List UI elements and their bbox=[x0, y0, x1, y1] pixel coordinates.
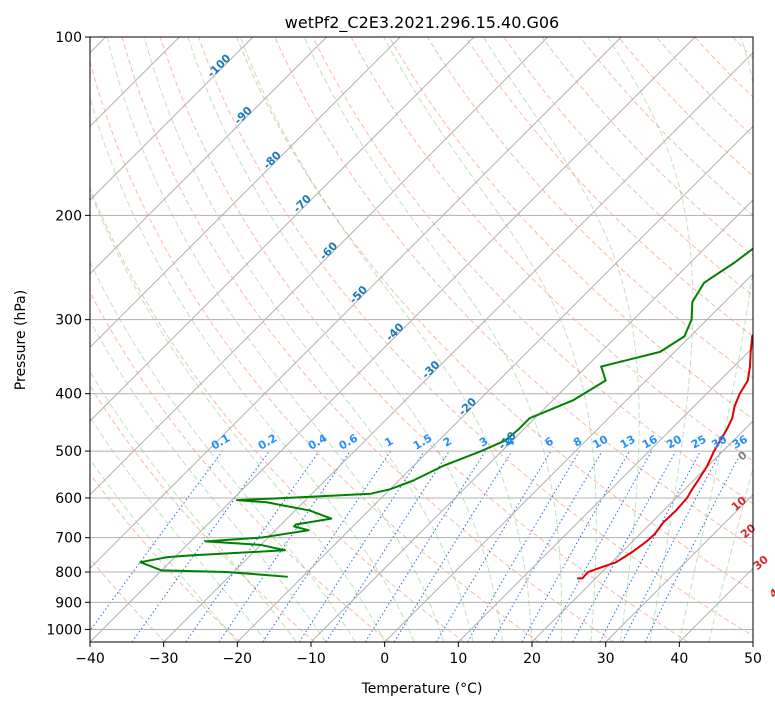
moist-adiabat bbox=[90, 189, 386, 642]
dry-adiabat bbox=[90, 291, 390, 642]
adiabat-label: 40 bbox=[767, 581, 775, 601]
x-tick-label: −20 bbox=[223, 651, 253, 667]
x-axis-label: Temperature (°C) bbox=[361, 681, 483, 697]
moist-adiabat bbox=[90, 416, 268, 642]
mixing-ratio-line bbox=[298, 450, 425, 642]
y-axis-label: Pressure (hPa) bbox=[13, 290, 29, 390]
temperature-profile bbox=[577, 333, 753, 580]
moist-adiabat bbox=[678, 37, 753, 642]
isotherm-line bbox=[384, 272, 753, 642]
y-tick-label: 600 bbox=[55, 491, 82, 507]
isotherm-line bbox=[90, 37, 328, 275]
moist-adiabat bbox=[90, 260, 356, 642]
moist-adiabat bbox=[303, 37, 563, 642]
x-tick-label: −40 bbox=[75, 651, 105, 667]
isotherm-line bbox=[90, 37, 549, 496]
isotherm-line bbox=[90, 37, 475, 422]
plot-frame bbox=[89, 36, 754, 643]
x-tick-label: 30 bbox=[597, 651, 615, 667]
mixing-ratio-line bbox=[90, 450, 223, 632]
y-tick-label: 300 bbox=[55, 313, 82, 329]
isotherm-line bbox=[236, 125, 753, 642]
mixing-ratio-line bbox=[325, 450, 450, 642]
dry-adiabat bbox=[198, 37, 753, 637]
moist-adiabat bbox=[90, 370, 297, 642]
y-tick-label: 700 bbox=[55, 531, 82, 547]
dry-adiabat bbox=[90, 472, 241, 642]
y-tick-label: 500 bbox=[55, 444, 82, 460]
axes: −40 −30 −20 −10 0 10 20 30 40 50 100 200 300 400 500 60… bbox=[46, 30, 762, 667]
mixing-ratio-line bbox=[218, 450, 351, 642]
y-tick-label: 200 bbox=[55, 208, 82, 224]
x-tick-label: 20 bbox=[523, 651, 541, 667]
x-tick-label: 0 bbox=[380, 651, 389, 667]
x-tick-label: −30 bbox=[149, 651, 179, 667]
mixing-ratio-line bbox=[185, 450, 320, 642]
isotherm-line bbox=[310, 199, 753, 642]
isotherm-line bbox=[457, 346, 753, 642]
moist-adiabat bbox=[482, 37, 640, 642]
isotherm-line bbox=[531, 420, 753, 642]
moist-adiabat bbox=[106, 37, 445, 642]
dry-adiabat bbox=[90, 384, 316, 642]
moist-adiabat bbox=[90, 458, 238, 642]
dry-adiabat bbox=[503, 37, 753, 297]
moist-adiabat bbox=[383, 37, 597, 642]
moist-adiabat bbox=[187, 37, 504, 642]
mixing-ratio-line bbox=[131, 450, 270, 642]
dry-adiabat bbox=[121, 37, 614, 642]
chart-title: wetPf2_C2E3.2021.296.15.40.G06 bbox=[285, 13, 559, 33]
dry-adiabat bbox=[90, 59, 540, 642]
dry-adiabat bbox=[236, 37, 753, 592]
x-tick-label: 10 bbox=[449, 651, 467, 667]
isotherm-line bbox=[605, 493, 753, 642]
isotherm-line bbox=[90, 37, 254, 201]
dry-adiabat bbox=[90, 186, 465, 642]
plot-area bbox=[90, 37, 753, 642]
mixing-ratio-line bbox=[521, 450, 630, 642]
isotherm-line bbox=[90, 37, 622, 570]
y-tick-label: 800 bbox=[55, 565, 82, 581]
isotherm-line bbox=[163, 51, 753, 642]
moist-adiabat bbox=[239, 37, 533, 642]
dry-adiabat bbox=[350, 37, 753, 462]
y-tick-label: 100 bbox=[55, 30, 82, 46]
mixing-ratio-line bbox=[393, 450, 513, 642]
x-tick-label: 40 bbox=[670, 651, 688, 667]
dry-adiabat bbox=[159, 37, 689, 642]
x-tick-label: 50 bbox=[744, 651, 762, 667]
isotherm-line bbox=[90, 37, 696, 642]
mixing-ratio-line bbox=[644, 450, 743, 642]
y-tick-label: 900 bbox=[55, 595, 82, 611]
moist-adiabat bbox=[607, 37, 694, 642]
dry-adiabat bbox=[274, 37, 753, 548]
y-tick-label: 1000 bbox=[46, 622, 82, 638]
moist-adiabat bbox=[143, 37, 474, 642]
isotherm-line bbox=[90, 37, 401, 349]
dry-adiabat bbox=[90, 557, 166, 642]
x-tick-label: −10 bbox=[296, 651, 326, 667]
dry-adiabat bbox=[426, 37, 753, 378]
mixing-ratio-line bbox=[545, 450, 653, 642]
y-tick-label: 400 bbox=[55, 387, 82, 403]
dewpoint-profile bbox=[139, 247, 753, 578]
